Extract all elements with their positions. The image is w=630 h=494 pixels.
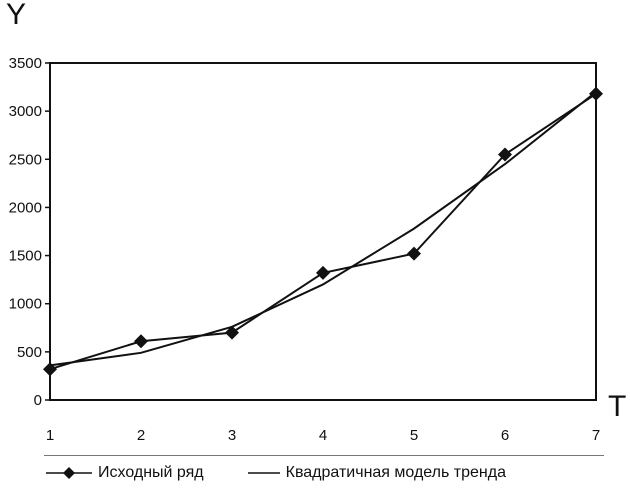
x-tick-label: 6 — [501, 427, 509, 444]
series-line-0 — [49, 92, 597, 371]
data-point-0-2 — [225, 325, 239, 340]
y-tick-label: 1000 — [9, 296, 42, 313]
legend-item-series-1: Квадратичная модель тренда — [246, 464, 506, 482]
y-tick-label: 2500 — [9, 151, 42, 168]
plot-area — [49, 62, 597, 401]
data-point-0-5 — [498, 147, 512, 162]
x-tick-label: 5 — [410, 427, 418, 444]
series-line-1 — [49, 91, 597, 367]
legend: Исходный ряд Квадратичная модель тренда — [44, 455, 604, 490]
x-tick-label: 4 — [319, 427, 327, 444]
x-tick-label: 3 — [228, 427, 236, 444]
line-icon — [247, 472, 280, 474]
y-axis-label: Y — [6, 0, 26, 31]
x-tick-label: 7 — [592, 427, 600, 444]
legend-item-series-0: Исходный ряд — [44, 464, 204, 482]
legend-label-series-1: Квадратичная модель тренда — [285, 464, 506, 481]
data-point-0-0 — [43, 362, 57, 377]
x-axis-label: T — [608, 390, 626, 423]
y-tick-label: 1500 — [9, 248, 42, 265]
data-point-0-6 — [589, 86, 603, 101]
y-tick-label: 0 — [34, 392, 42, 409]
y-tick-label: 3500 — [9, 55, 42, 72]
data-point-0-3 — [316, 265, 330, 280]
data-point-0-4 — [407, 246, 421, 261]
data-point-0-1 — [134, 334, 148, 349]
x-tick-label: 2 — [137, 427, 145, 444]
diamond-line-icon — [46, 467, 92, 479]
x-tick-label: 1 — [46, 427, 54, 444]
y-tick-label: 2000 — [9, 199, 42, 216]
y-tick-label: 3000 — [9, 103, 42, 120]
legend-label-series-0: Исходный ряд — [98, 464, 204, 481]
y-tick-label: 500 — [17, 344, 42, 361]
chart: Y T 0 500 1000 1500 2000 2500 3000 3500 1 2 3 4 5 6 7 — [6, 0, 626, 444]
